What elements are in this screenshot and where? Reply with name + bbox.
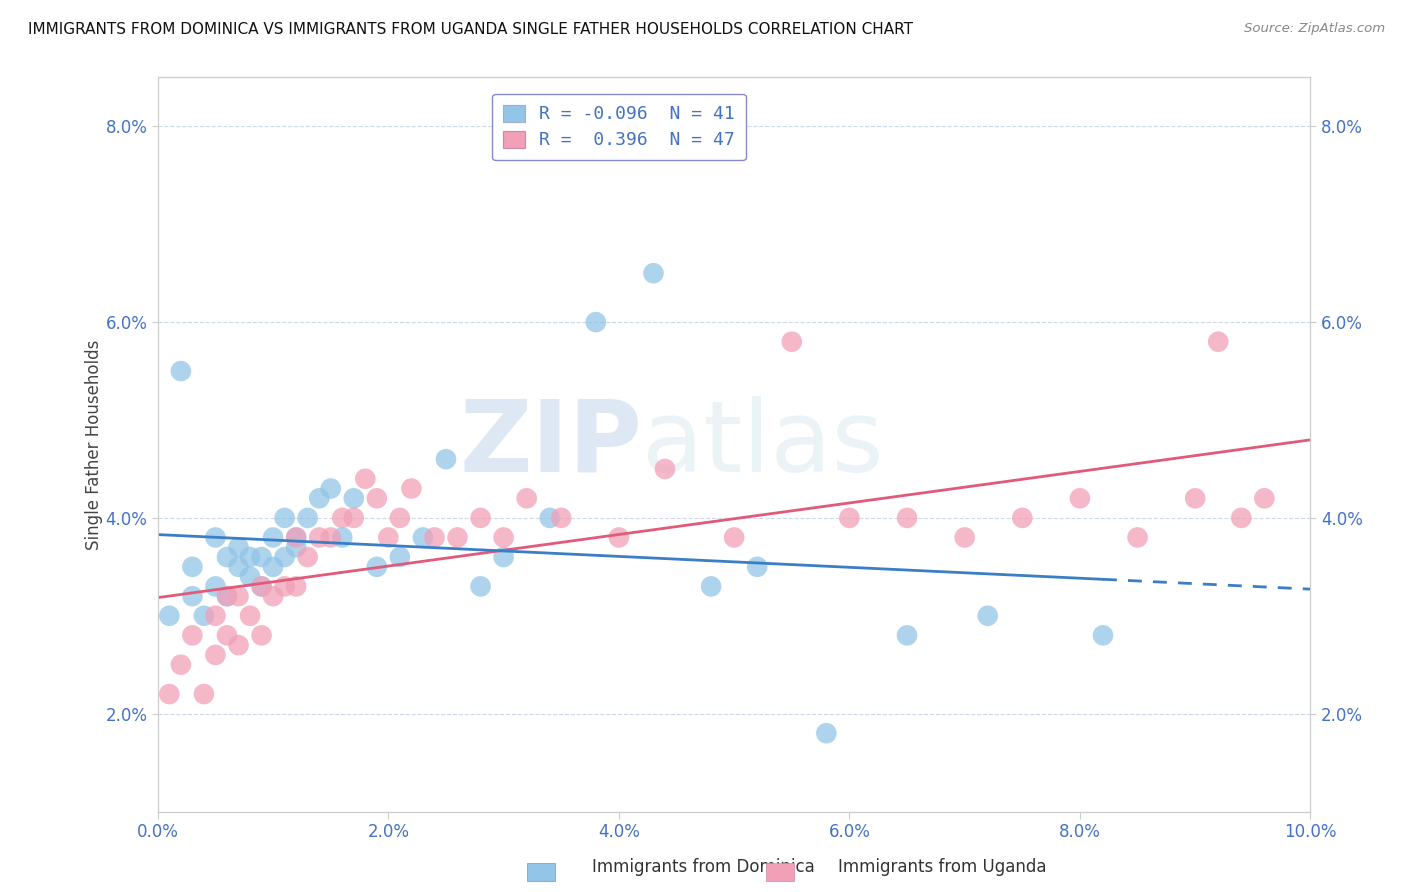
Point [423,531,446,545]
Point [228,541,250,555]
Point [377,531,399,545]
Point [181,628,204,642]
Point [354,472,377,486]
Point [297,511,319,525]
Point [977,608,1000,623]
Point [228,589,250,603]
Point [297,549,319,564]
Point [896,511,918,525]
Point [492,549,515,564]
Text: ZIP: ZIP [460,396,643,493]
Point [747,559,769,574]
Point [262,559,284,574]
Point [366,491,388,506]
Point [343,491,366,506]
Point [215,549,238,564]
Point [1253,491,1275,506]
Point [204,531,226,545]
Text: atlas: atlas [643,396,883,493]
Point [1184,491,1206,506]
Point [285,541,308,555]
Point [388,511,411,525]
Point [228,559,250,574]
Point [538,511,561,525]
Point [193,608,215,623]
Point [273,579,295,593]
Point [330,511,353,525]
Point [700,579,723,593]
Point [550,511,572,525]
Point [1011,511,1033,525]
Point [516,491,538,506]
Point [470,511,492,525]
Point [193,687,215,701]
Point [838,511,860,525]
Point [239,549,262,564]
Point [170,657,193,672]
Point [470,579,492,593]
Text: Immigrants from Dominica: Immigrants from Dominica [592,858,814,876]
Point [896,628,918,642]
Point [204,608,226,623]
Point [262,531,284,545]
Point [343,511,366,525]
Point [170,364,193,378]
Point [308,531,330,545]
Point [1230,511,1253,525]
Text: IMMIGRANTS FROM DOMINICA VS IMMIGRANTS FROM UGANDA SINGLE FATHER HOUSEHOLDS CORR: IMMIGRANTS FROM DOMINICA VS IMMIGRANTS F… [28,22,912,37]
Legend: R = -0.096  N = 41, R =  0.396  N = 47: R = -0.096 N = 41, R = 0.396 N = 47 [492,94,745,161]
Point [412,531,434,545]
Point [285,531,308,545]
Point [319,531,342,545]
Point [250,579,273,593]
Text: Source: ZipAtlas.com: Source: ZipAtlas.com [1244,22,1385,36]
Point [585,315,607,329]
Point [607,531,630,545]
Point [204,579,226,593]
Point [308,491,330,506]
Point [204,648,226,662]
Y-axis label: Single Father Households: Single Father Households [86,339,103,549]
Point [1206,334,1229,349]
Point [273,511,295,525]
Point [250,628,273,642]
Point [215,628,238,642]
Point [953,531,976,545]
Point [215,589,238,603]
Point [181,559,204,574]
Point [285,579,308,593]
Point [228,638,250,652]
Point [262,589,284,603]
Point [181,589,204,603]
Point [723,531,745,545]
Point [815,726,838,740]
Point [446,531,468,545]
Point [1126,531,1149,545]
Point [643,266,665,280]
Point [654,462,676,476]
Point [319,482,342,496]
Point [401,482,423,496]
Point [780,334,803,349]
Point [215,589,238,603]
Point [273,549,295,564]
Point [388,549,411,564]
Point [1069,491,1091,506]
Point [239,569,262,583]
Text: Immigrants from Uganda: Immigrants from Uganda [838,858,1046,876]
Point [330,531,353,545]
Point [285,531,308,545]
Point [239,608,262,623]
Point [157,608,180,623]
Point [157,687,180,701]
Point [1091,628,1114,642]
Point [366,559,388,574]
Point [250,579,273,593]
Point [492,531,515,545]
Point [434,452,457,467]
Point [250,549,273,564]
